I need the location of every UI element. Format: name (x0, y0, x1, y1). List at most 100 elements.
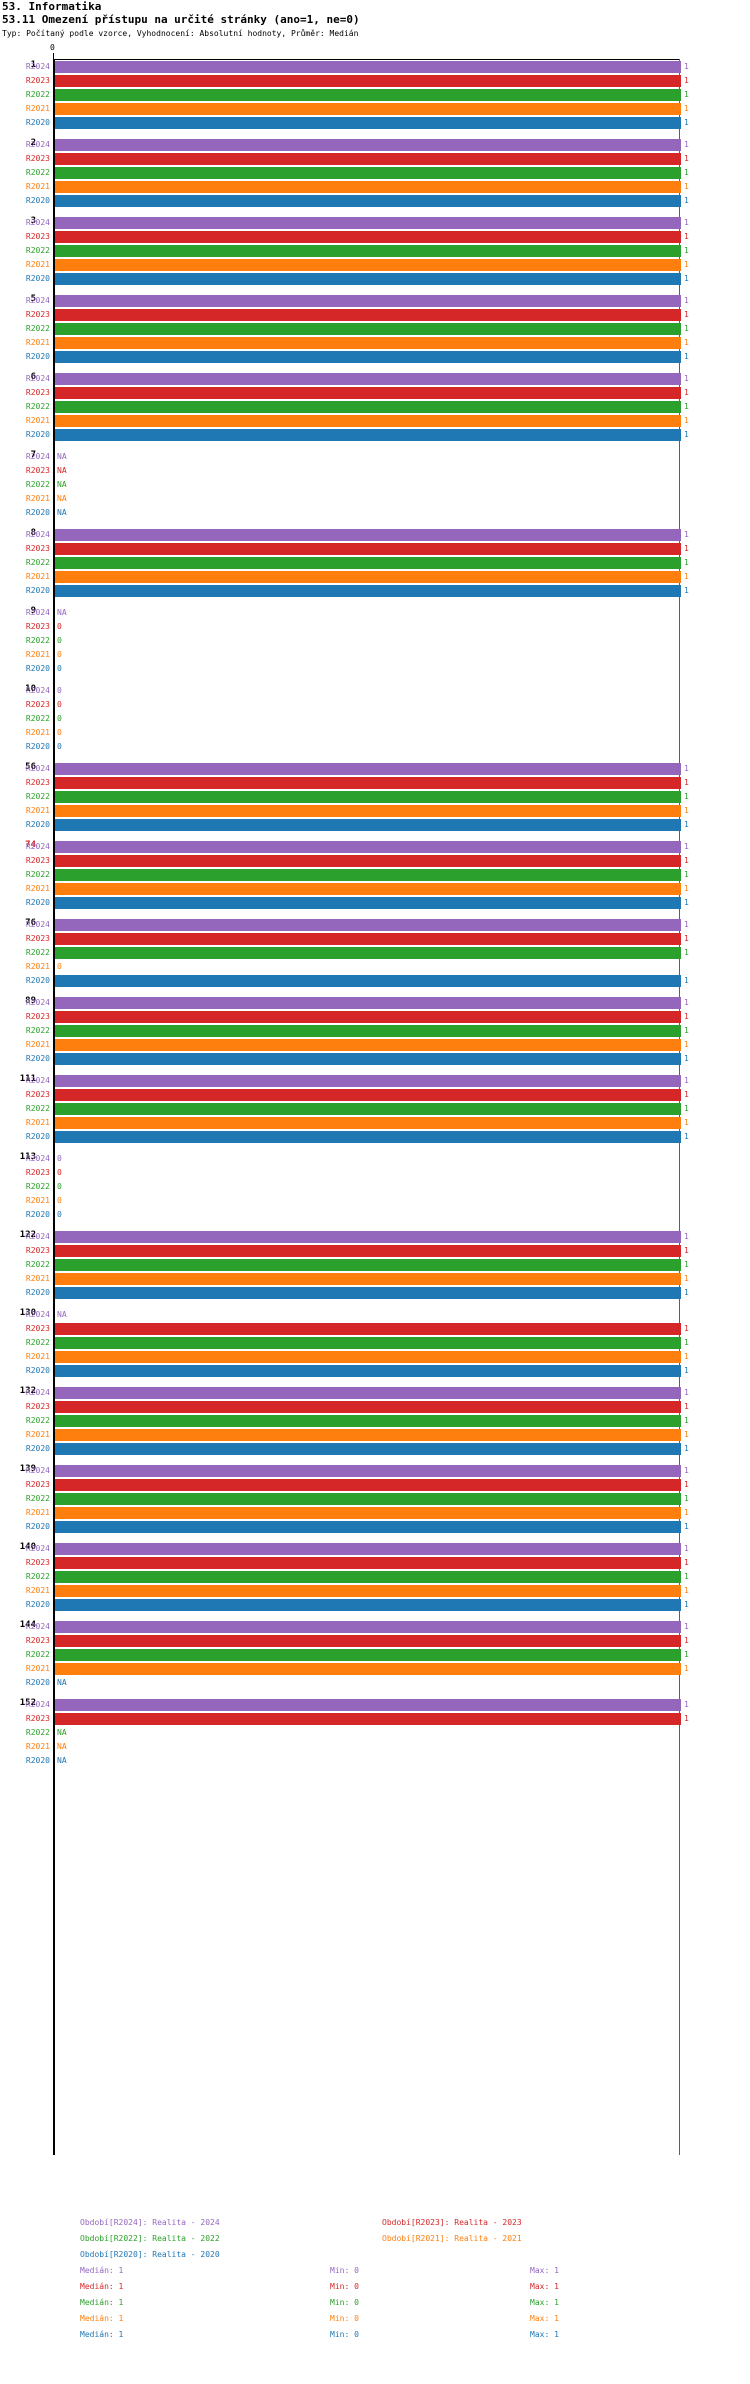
bar-row-series-label: R2023 (25, 466, 50, 475)
bar-row: R2023 1 (0, 854, 750, 868)
bar-row-series-label: R2024 (25, 998, 50, 1007)
bar-end-marker (679, 1259, 681, 1271)
bar-row: R2022 1 (0, 1414, 750, 1428)
bar-end-marker (679, 103, 681, 115)
bar-row: R2023 1 (0, 1088, 750, 1102)
bar-row: R2020 0 (0, 740, 750, 754)
bar (55, 1039, 679, 1051)
legend-entry: Období[R2024]: Realita - 2024 (80, 2218, 220, 2227)
bar-row: R2024 0 (0, 684, 750, 698)
bar-row-series-label: R2020 (25, 430, 50, 439)
bar-row-series-label: R2022 (25, 1728, 50, 1737)
bar-row-series-label: R2024 (25, 1232, 50, 1241)
bar-row: R2021 1 (0, 882, 750, 896)
bar (55, 805, 679, 817)
bar-row-series-label: R2020 (25, 508, 50, 517)
bar-value-label: 0 (57, 728, 62, 737)
bar (55, 217, 679, 229)
bar-group: 113 R2024 0 R2023 0 R2022 0 R2021 0 R2020 0 (0, 1152, 750, 1222)
bar-end-marker (679, 1571, 681, 1583)
bar-value-label: NA (57, 1756, 67, 1765)
bar-row: R2024 0 (0, 1152, 750, 1166)
bar-row: R2022 NA (0, 1726, 750, 1740)
bar (55, 1507, 679, 1519)
bar-end-marker (679, 1337, 681, 1349)
bar-row: R2020 1 (0, 1130, 750, 1144)
bar-end-marker (679, 1351, 681, 1363)
bar-end-marker (679, 309, 681, 321)
bar (55, 337, 679, 349)
bar-row-series-label: R2023 (25, 778, 50, 787)
bar-value-label: 1 (684, 168, 689, 177)
bar-value-label: 1 (684, 352, 689, 361)
bar-group-label: 8 (30, 528, 36, 538)
bar-row: R2023 1 (0, 1322, 750, 1336)
bar-row-series-label: R2021 (25, 1664, 50, 1673)
bar-end-marker (679, 1713, 681, 1725)
bar-row: R2023 0 (0, 1166, 750, 1180)
bar-end-marker (679, 585, 681, 597)
bar-end-marker (679, 883, 681, 895)
bar-row: R2022 1 (0, 400, 750, 414)
bar-row-series-label: R2024 (25, 62, 50, 71)
bar-row: R2023 1 (0, 1010, 750, 1024)
bar-row: R2022 NA (0, 478, 750, 492)
bar-value-label: 1 (684, 1508, 689, 1517)
bar-group: 130 R2024 NA R2023 1 R2022 1 R2021 1 R2020 1 (0, 1308, 750, 1378)
bar-row-series-label: R2022 (25, 1182, 50, 1191)
bar-group: 7 R2024 NA R2023 NA R2022 NA R2021 NA R2020 NA (0, 450, 750, 520)
bar-value-label: 1 (684, 1076, 689, 1085)
bar-value-label: 1 (684, 310, 689, 319)
bar-end-marker (679, 841, 681, 853)
bar-value-label: 1 (684, 1522, 689, 1531)
bar-end-marker (679, 75, 681, 87)
bar (55, 1663, 679, 1675)
bar-value-label: 0 (57, 962, 62, 971)
bar-row: R2021 0 (0, 960, 750, 974)
bar-row: R2023 1 (0, 1634, 750, 1648)
legend-max: Max: 1 (530, 2330, 559, 2339)
bar-row-series-label: R2022 (25, 1104, 50, 1113)
bar (55, 117, 679, 129)
bar (55, 1493, 679, 1505)
bar-end-marker (679, 855, 681, 867)
bar-row-series-label: R2023 (25, 154, 50, 163)
bar-row-series-label: R2022 (25, 480, 50, 489)
bar-row-series-label: R2020 (25, 742, 50, 751)
legend-min: Min: 0 (330, 2266, 359, 2275)
bar-row: R2021 1 (0, 180, 750, 194)
bar-row: R2021 1 (0, 1662, 750, 1676)
bar-value-label: 1 (684, 586, 689, 595)
bar-value-label: 1 (684, 530, 689, 539)
bar-row-series-label: R2021 (25, 416, 50, 425)
bar (55, 1713, 679, 1725)
chart-subtitle: Typ: Počítaný podle vzorce, Vyhodnocení:… (2, 29, 359, 38)
bar (55, 1521, 679, 1533)
bar-row: R2020 1 (0, 116, 750, 130)
bar-end-marker (679, 897, 681, 909)
bar (55, 1635, 679, 1647)
bar-end-marker (679, 231, 681, 243)
bar-value-label: 1 (684, 920, 689, 929)
bar-row: R2021 1 (0, 258, 750, 272)
y-axis-line (53, 60, 55, 2155)
bar-row-series-label: R2023 (25, 310, 50, 319)
bar-row: R2020 0 (0, 1208, 750, 1222)
bar-end-marker (679, 933, 681, 945)
bar-group-label: 6 (30, 372, 36, 382)
bar-row-series-label: R2022 (25, 948, 50, 957)
bar (55, 1117, 679, 1129)
bar-value-label: 1 (684, 842, 689, 851)
bar (55, 855, 679, 867)
bar-value-label: 1 (684, 374, 689, 383)
bar-row-series-label: R2023 (25, 1168, 50, 1177)
bar-value-label: 1 (684, 62, 689, 71)
bar-value-label: 0 (57, 664, 62, 673)
bar (55, 429, 679, 441)
bar-row-series-label: R2022 (25, 90, 50, 99)
bar (55, 167, 679, 179)
bar-row-series-label: R2021 (25, 1196, 50, 1205)
bar-group-label: 132 (19, 1386, 36, 1396)
bar-group: 140 R2024 1 R2023 1 R2022 1 R2021 1 R2020 1 (0, 1542, 750, 1612)
bar-group: 1 R2024 1 R2023 1 R2022 1 R2021 1 R2020 1 (0, 60, 750, 130)
